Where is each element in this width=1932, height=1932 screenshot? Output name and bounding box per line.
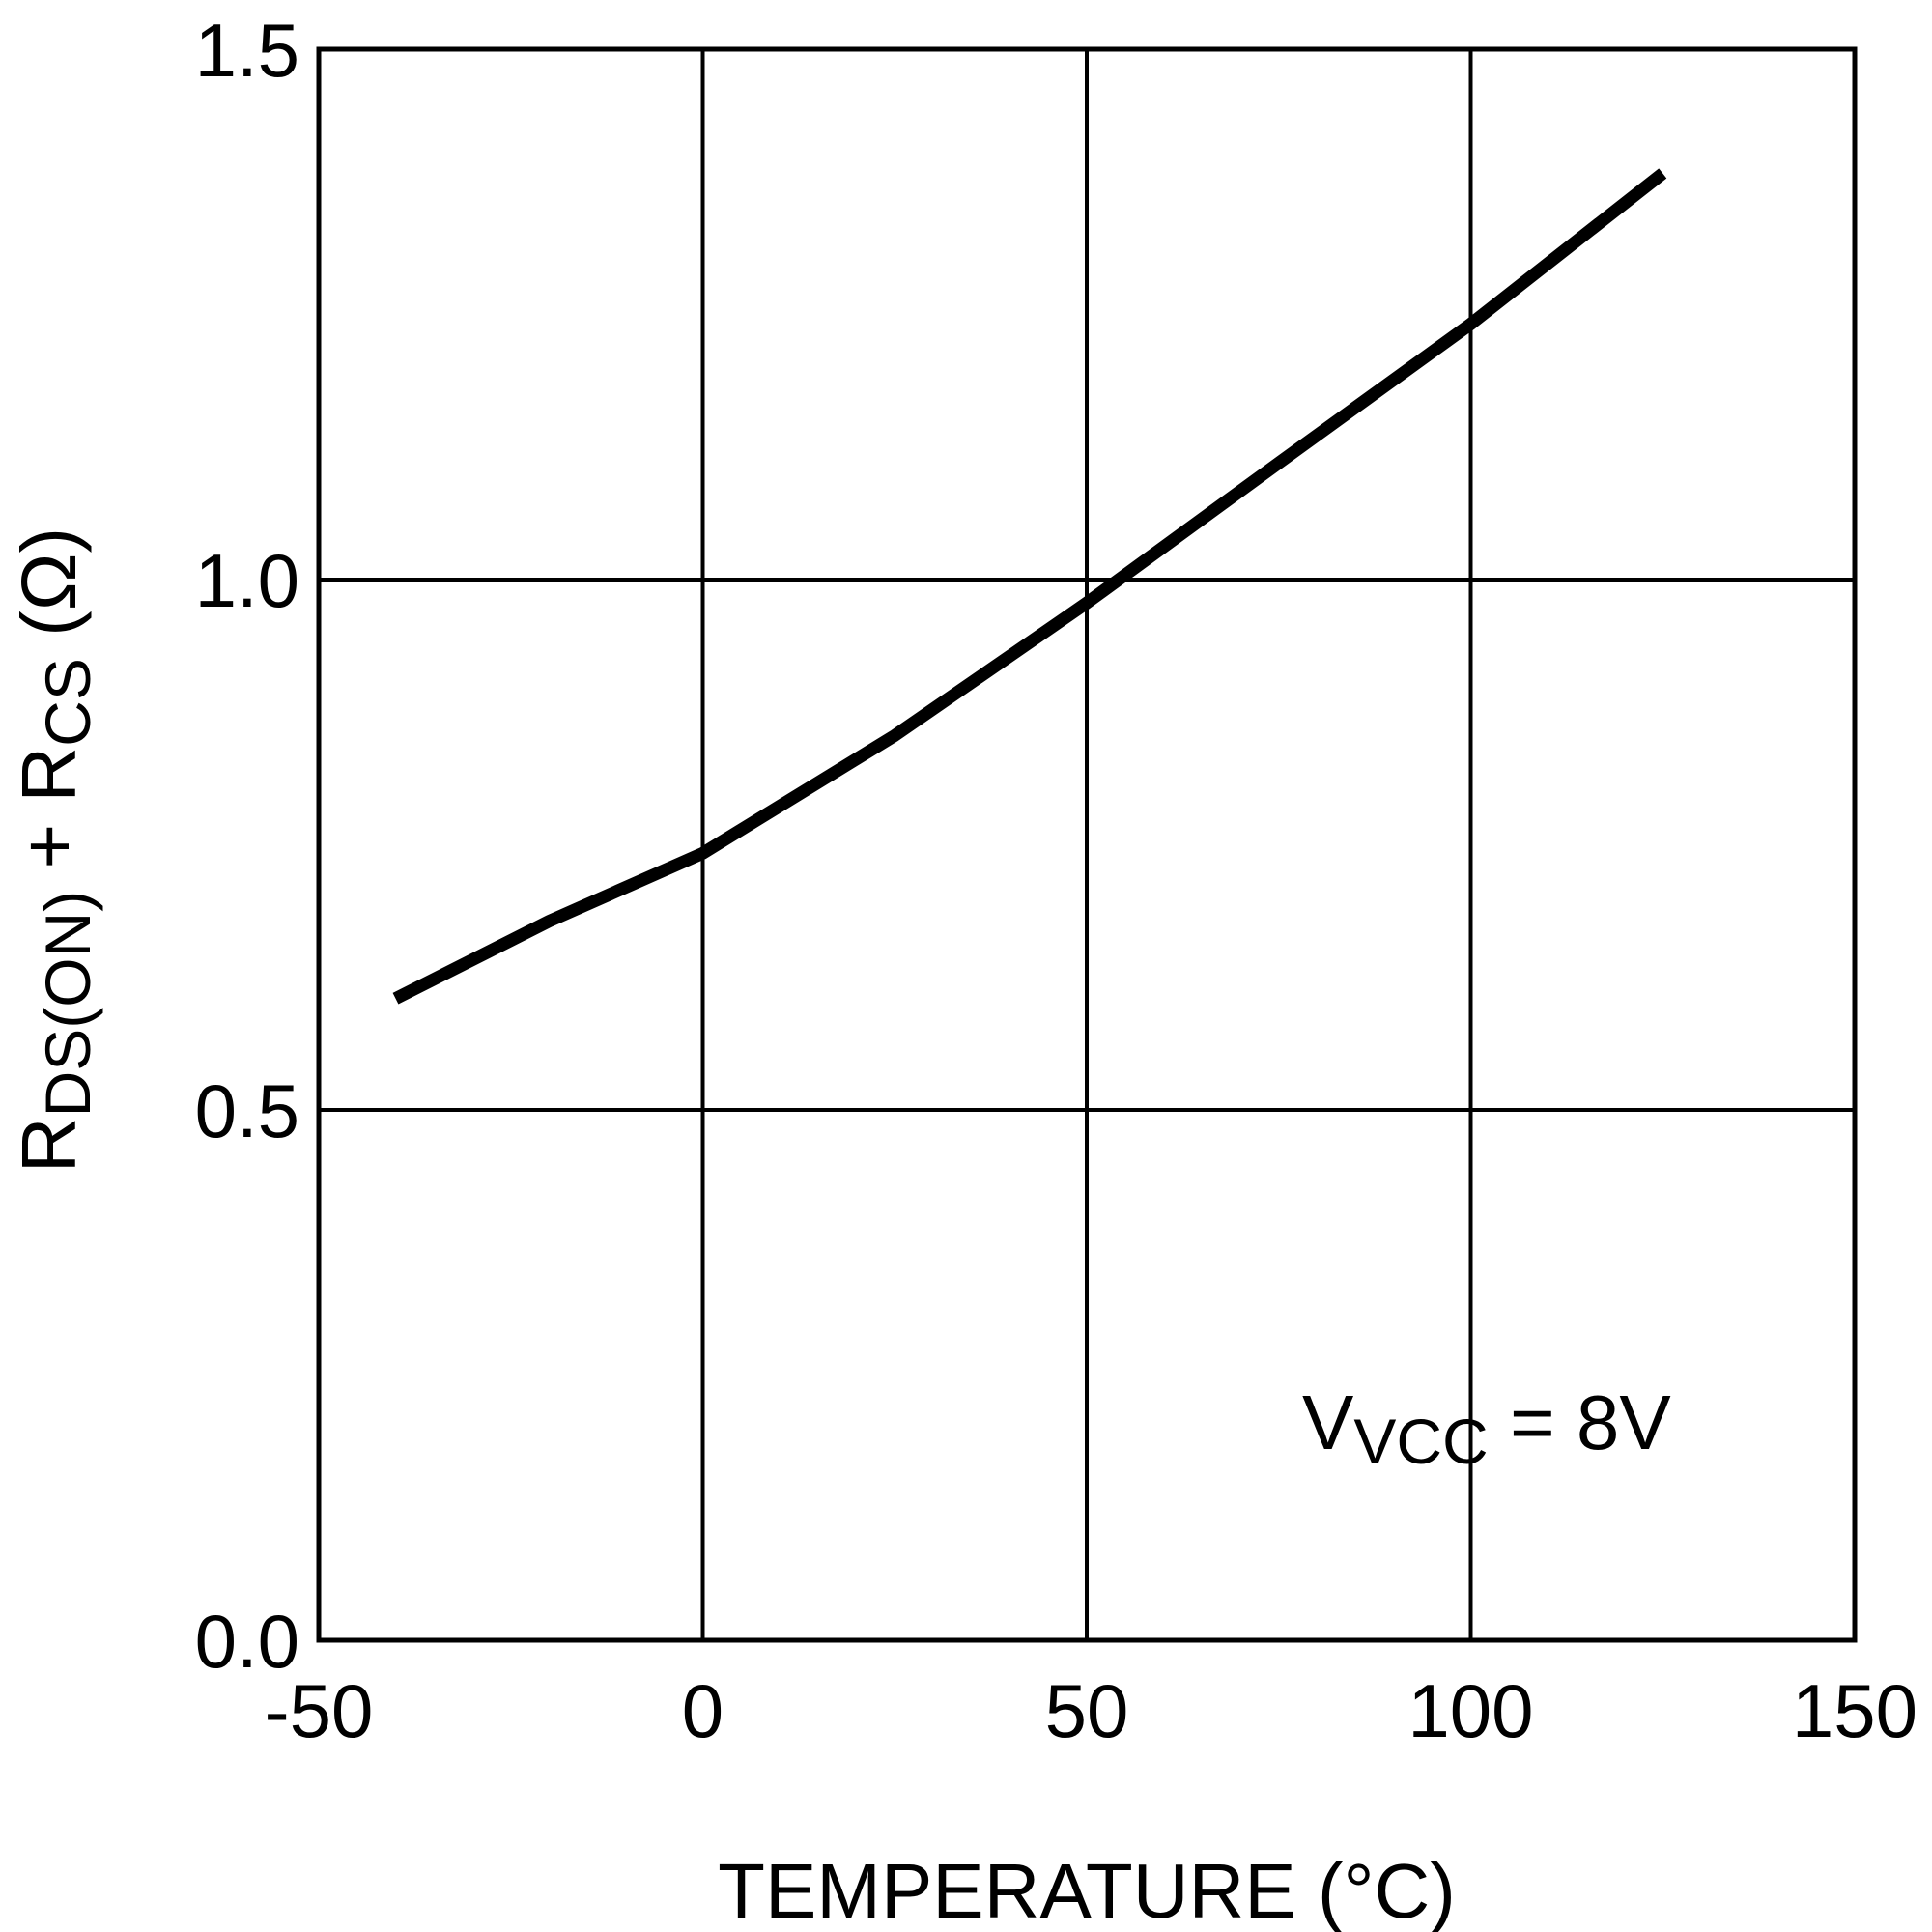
x-tick-label: 50 [1045, 1668, 1129, 1753]
x-tick-label: 150 [1792, 1668, 1918, 1753]
y-tick-label: 0.5 [195, 1068, 299, 1153]
x-tick-label: -50 [265, 1668, 374, 1753]
y-axis-label: RDS(ON) + RCS (Ω) [6, 527, 103, 1173]
text-part: (Ω) [6, 527, 92, 658]
x-tick-label: 0 [682, 1668, 724, 1753]
y-tick-label: 0.0 [195, 1599, 299, 1684]
x-tick-label: 100 [1407, 1668, 1533, 1753]
annotation: VVCC = 8V [1302, 1379, 1671, 1477]
text-part: R [6, 1117, 92, 1173]
x-axis-label: TEMPERATURE (°C) [718, 1848, 1456, 1932]
subscript: DS(ON) [32, 891, 103, 1118]
annotation-background [1293, 1370, 1682, 1487]
subscript: VCC [1353, 1406, 1488, 1477]
y-tick-label: 1.0 [195, 538, 299, 623]
subscript: CS [32, 658, 103, 747]
text-part: = 8V [1489, 1379, 1672, 1465]
plot-frame [316, 46, 1858, 1643]
y-tick-label: 1.5 [195, 8, 299, 93]
text-part: V [1302, 1379, 1354, 1465]
data-line [392, 168, 1667, 1005]
text-part: + R [6, 747, 92, 891]
